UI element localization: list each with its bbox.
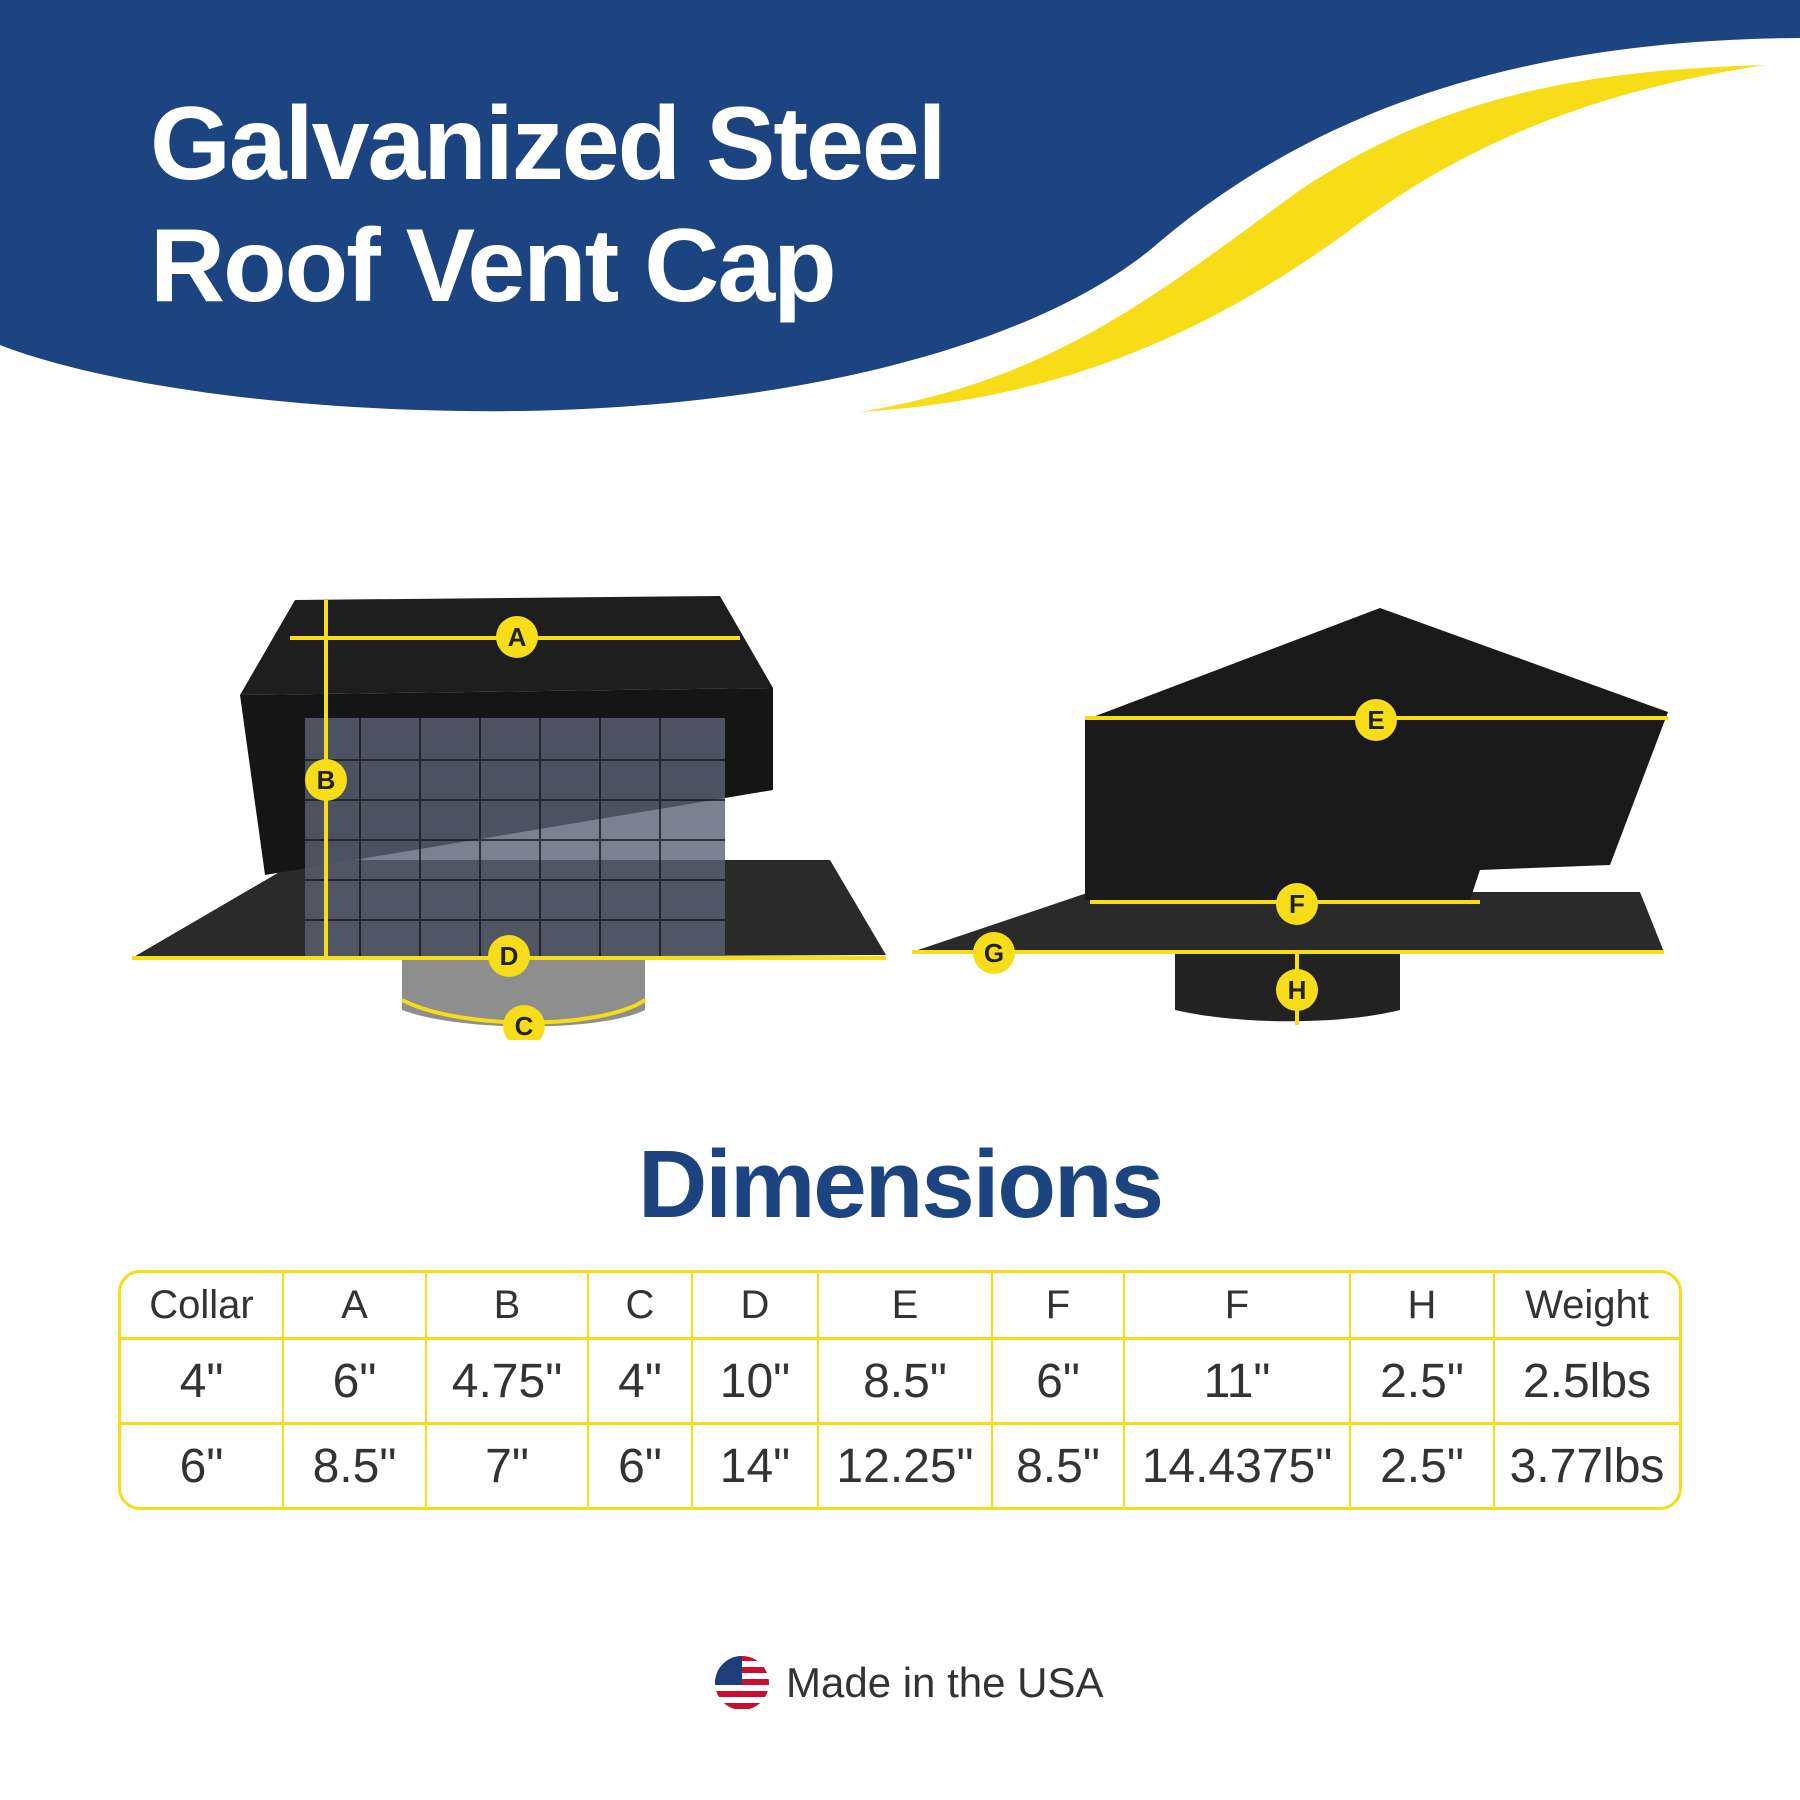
table-cell: 7" — [427, 1425, 589, 1507]
table-cell: 2.5lbs — [1495, 1340, 1679, 1425]
table-cell: 6" — [284, 1340, 427, 1425]
table-cell: 11" — [1125, 1340, 1351, 1425]
table-cell: 3.77lbs — [1509, 1439, 1665, 1493]
table-row: 4" 6" 4.75" 4" 10" 8.5" 6" 11" 2.5" 2.5l… — [121, 1340, 1679, 1425]
table-cell: 4" — [121, 1340, 284, 1425]
blue-wave — [0, 0, 1800, 412]
title-line-1: Galvanized Steel — [150, 86, 947, 202]
made-in-usa: Made in the USA — [714, 1655, 1104, 1711]
svg-text:D: D — [500, 941, 519, 971]
yellow-swoosh — [860, 65, 1765, 412]
svg-text:H: H — [1288, 975, 1307, 1005]
table-cell: 2.5" — [1351, 1425, 1495, 1507]
side-view-vent — [912, 608, 1668, 1025]
table-row: 6" 8.5" 7" 6" 14" 12.25" 8.5" 14.4375" 2… — [121, 1425, 1679, 1507]
column-header: C — [589, 1273, 693, 1340]
table-cell: 8.5" — [819, 1340, 993, 1425]
label-g: G — [973, 932, 1015, 974]
column-header: Collar — [121, 1273, 284, 1340]
column-header: F — [993, 1273, 1125, 1340]
us-flag-icon — [715, 1656, 769, 1710]
svg-text:A: A — [508, 622, 527, 652]
title-line-2: Roof Vent Cap — [150, 208, 837, 324]
front-view-vent — [132, 596, 886, 1027]
table-cell: 4" — [589, 1340, 693, 1425]
table-cell: 14" — [693, 1425, 819, 1507]
table-cell: 14.4375" — [1125, 1425, 1351, 1507]
label-f: F — [1276, 883, 1318, 925]
made-in-usa-text: Made in the USA — [786, 1659, 1104, 1706]
label-c: C — [503, 1005, 545, 1040]
table-cell: 2.5" — [1351, 1340, 1495, 1425]
column-header: E — [819, 1273, 993, 1340]
label-d: D — [488, 935, 530, 977]
table-cell: 8.5" — [284, 1425, 427, 1507]
table-cell: 4.75" — [427, 1340, 589, 1425]
product-diagrams: A B C D E F G H — [132, 596, 1668, 1040]
table-cell: 6" — [993, 1340, 1125, 1425]
svg-text:C: C — [515, 1011, 534, 1040]
table-cell: 10" — [693, 1340, 819, 1425]
table-cell: 12.25" — [819, 1425, 993, 1507]
table-header-row: Collar A B C D E F F H Weight — [121, 1273, 1679, 1340]
label-b: B — [305, 759, 347, 801]
column-header: Weight — [1495, 1273, 1679, 1340]
header-banner — [0, 0, 1800, 412]
table-cell: 6" — [589, 1425, 693, 1507]
label-h: H — [1276, 969, 1318, 1011]
svg-text:E: E — [1367, 705, 1384, 735]
table-cell: 6" — [121, 1425, 284, 1507]
column-header: B — [427, 1273, 589, 1340]
column-header: A — [284, 1273, 427, 1340]
dimensions-table: Collar A B C D E F F H Weight 4" 6" 4.75… — [118, 1270, 1682, 1510]
label-e: E — [1355, 699, 1397, 741]
column-header: F — [1125, 1273, 1351, 1340]
label-a: A — [496, 616, 538, 658]
svg-text:G: G — [984, 938, 1004, 968]
column-header: D — [693, 1273, 819, 1340]
svg-text:F: F — [1289, 889, 1305, 919]
svg-text:B: B — [317, 765, 336, 795]
table-cell: 8.5" — [993, 1425, 1125, 1507]
column-header: H — [1351, 1273, 1495, 1340]
dimensions-title: Dimensions — [637, 1131, 1164, 1238]
